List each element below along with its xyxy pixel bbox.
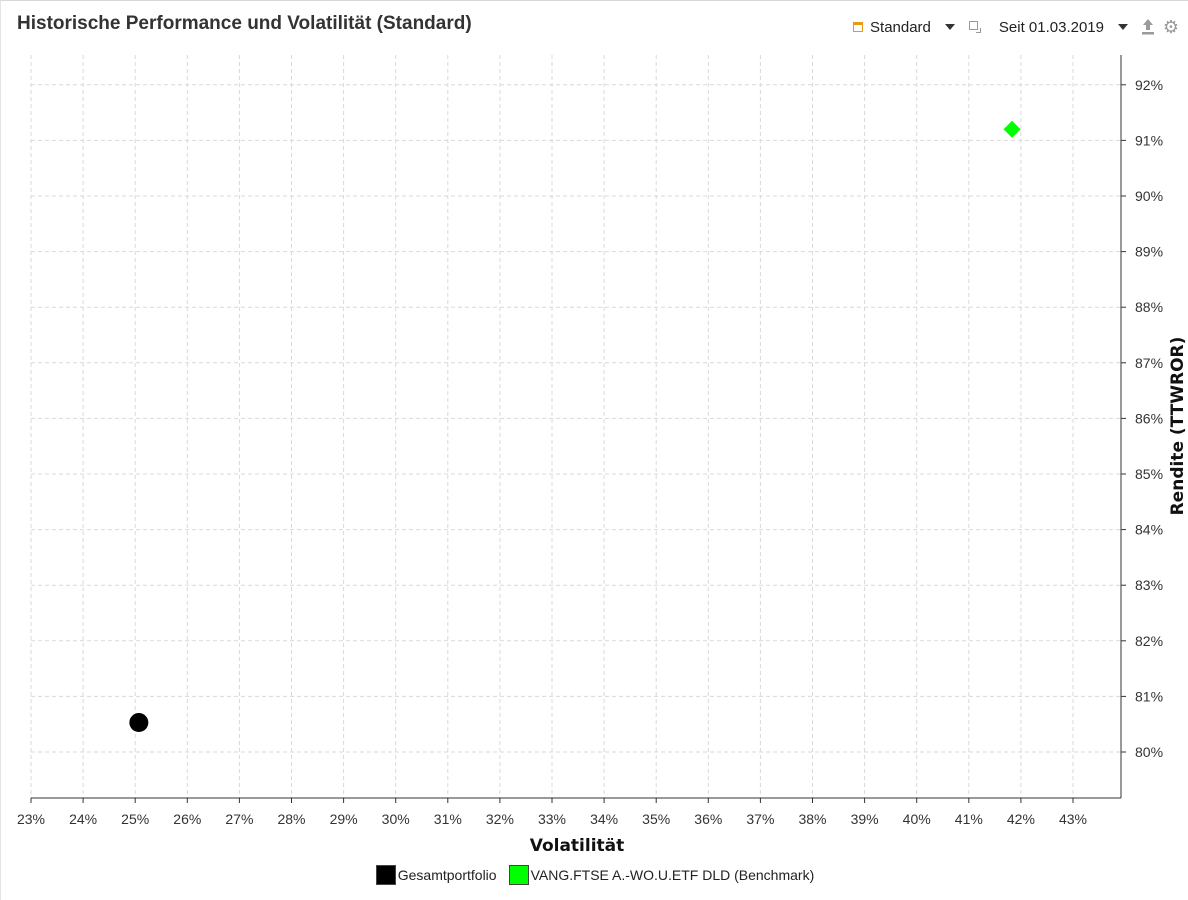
legend-swatch (508, 865, 529, 885)
y-tick-label: 86% (1135, 410, 1163, 426)
x-tick-label: 25% (121, 811, 149, 827)
x-tick-label: 28% (277, 811, 305, 827)
chevron-down-icon[interactable] (944, 24, 955, 30)
data-points (129, 120, 1021, 733)
y-tick-label: 87% (1135, 355, 1163, 371)
data-point-gesamtportfolio (129, 713, 149, 733)
x-tick-label: 42% (1007, 811, 1035, 827)
legend-entry-gesamtportfolio[interactable]: Gesamtportfolio (375, 865, 497, 885)
period-selector[interactable]: Seit 01.03.2019 (968, 18, 1128, 36)
axes (31, 55, 1122, 799)
y-tick-label: 89% (1135, 244, 1163, 260)
y-tick-label: 91% (1135, 132, 1163, 148)
y-tick-label: 82% (1135, 633, 1163, 649)
x-tick-label: 26% (173, 811, 201, 827)
clone-icon[interactable] (968, 21, 981, 33)
y-tick-label: 84% (1135, 522, 1163, 538)
legend: Gesamtportfolio VANG.FTSE A.-WO.U.ETF DL… (1, 865, 1188, 885)
x-tick-label: 33% (538, 811, 566, 827)
x-tick-label: 30% (382, 811, 410, 827)
scatter-chart: 23% 24% 25% 26% 27% 28% 29% 30% 31% 32% 33% 34% 35% 3… (17, 55, 1188, 856)
x-tick-label: 23% (17, 811, 45, 827)
legend-swatch (375, 865, 396, 885)
grid (30, 55, 1121, 798)
x-tick-label: 34% (590, 811, 618, 827)
chart-title: Historische Performance und Volatilität … (17, 13, 472, 34)
export-icon[interactable] (1140, 18, 1156, 36)
y-tick-label: 92% (1135, 77, 1163, 93)
calendar-icon (853, 22, 864, 32)
x-tick-label: 32% (486, 811, 514, 827)
x-tick-label: 31% (434, 811, 462, 827)
x-tick-label: 29% (330, 811, 358, 827)
y-ticks: 80% 81% 82% 83% 84% 85% 86% 87% 88% 89% 90% 91% 92% (1121, 77, 1163, 760)
chevron-down-icon[interactable] (1118, 24, 1128, 30)
view-selector[interactable]: Standard (853, 19, 955, 36)
x-tick-label: 39% (851, 811, 879, 827)
y-tick-label: 88% (1135, 299, 1163, 315)
legend-label: Gesamtportfolio (397, 867, 497, 883)
legend-label: VANG.FTSE A.-WO.U.ETF DLD (Benchmark) (530, 867, 815, 883)
y-tick-label: 85% (1135, 466, 1163, 482)
y-axis-title: Rendite (TTWROR) (1168, 337, 1188, 516)
x-tick-label: 37% (746, 811, 774, 827)
view-selector-label: Standard (870, 18, 931, 36)
y-tick-label: 80% (1135, 744, 1163, 760)
x-tick-label: 38% (798, 811, 826, 827)
legend-entry-benchmark[interactable]: VANG.FTSE A.-WO.U.ETF DLD (Benchmark) (508, 865, 815, 885)
period-selector-label: Seit 01.03.2019 (998, 18, 1104, 36)
x-tick-label: 36% (694, 811, 722, 827)
x-tick-label: 41% (955, 811, 983, 827)
x-tick-label: 43% (1059, 811, 1087, 827)
x-tick-label: 35% (642, 811, 670, 827)
y-tick-label: 90% (1135, 188, 1163, 204)
y-tick-label: 81% (1135, 688, 1163, 704)
y-tick-label: 83% (1135, 577, 1163, 593)
x-ticks: 23% 24% 25% 26% 27% 28% 29% 30% 31% 32% 33% 34% 35% 3… (17, 798, 1087, 827)
x-tick-label: 24% (69, 811, 97, 827)
x-tick-label: 40% (903, 811, 931, 827)
chart-toolbar: Standard Seit 01.03.2019 ⚙ (853, 16, 1180, 38)
gear-icon[interactable]: ⚙ (1162, 17, 1180, 37)
x-axis-title: Volatilität (530, 836, 625, 856)
x-tick-label: 27% (225, 811, 253, 827)
data-point-benchmark (1003, 120, 1021, 138)
